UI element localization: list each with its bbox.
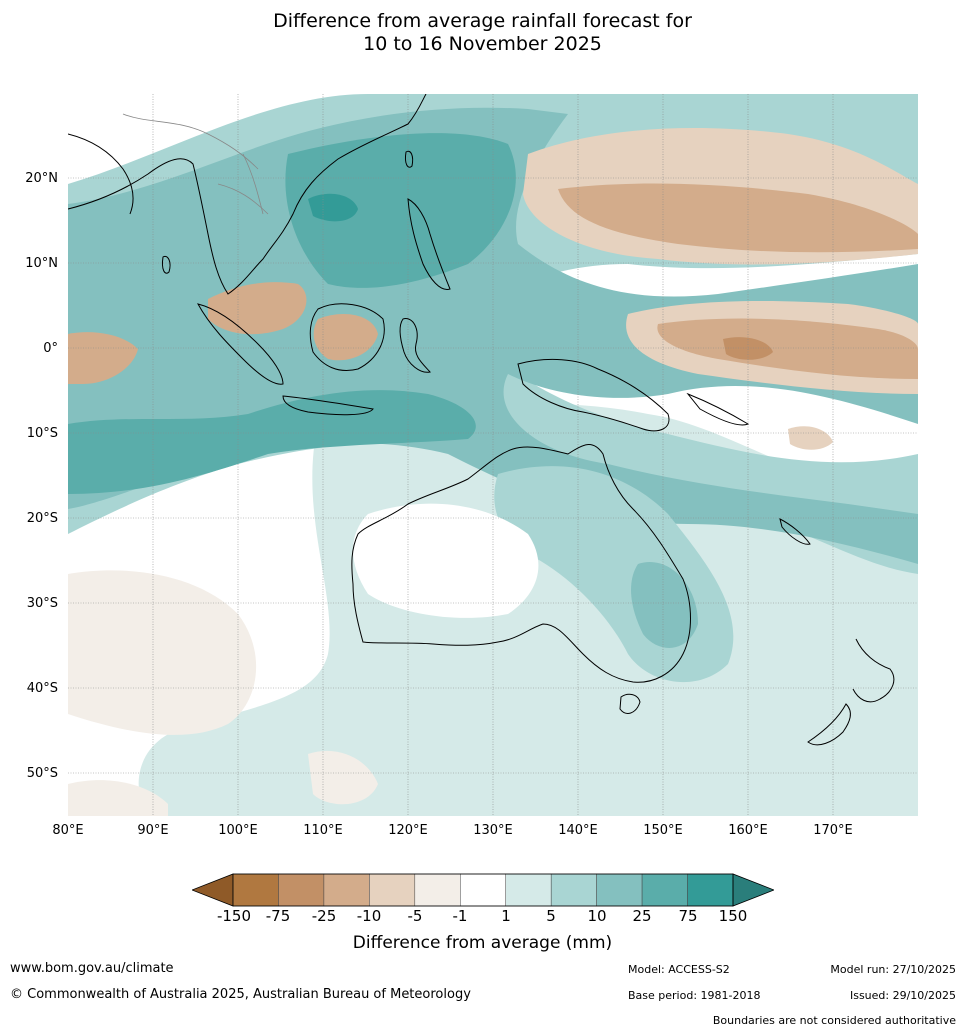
colorbar-segment: [278, 873, 325, 907]
colorbar-segment: [460, 873, 506, 907]
colorbar-tick: 25: [632, 907, 652, 925]
tropical-wet-core: [68, 107, 918, 564]
lon-label-120e: 120°E: [388, 823, 428, 838]
philippines-coastline: [407, 198, 451, 290]
colorbar-tick: -1: [452, 907, 468, 925]
colorbar-tick: 1: [501, 907, 511, 925]
new-zealand-north-coastline: [852, 638, 895, 703]
india-coastline: [68, 133, 134, 215]
copyright-notice: © Commonwealth of Australia 2025, Austra…: [10, 987, 471, 1002]
new-zealand-south-coastline: [807, 703, 851, 746]
solomon-islands-coastline: [686, 392, 750, 426]
rainfall-anomaly-map[interactable]: [68, 94, 918, 816]
sumatra-coastline: [197, 303, 284, 385]
colorbar-segment: [505, 873, 552, 907]
lon-label-140e: 140°E: [558, 823, 598, 838]
lat-label-20s: 20°S: [26, 511, 58, 526]
issued-date: Issued: 29/10/2025: [849, 989, 956, 1002]
western-australia-dry: [353, 503, 539, 618]
equatorial-pacific-dry-core: [657, 318, 918, 379]
southern-ocean-dry-patch-3: [308, 750, 378, 805]
colorbar-tick: -150: [216, 907, 252, 925]
colorbar-segment: [687, 873, 734, 907]
colorbar-extend-low: [190, 873, 234, 907]
colorbar-segment: [323, 873, 370, 907]
colorbar-tick: 75: [678, 907, 698, 925]
colorbar-segment: [641, 873, 688, 907]
tasmania-coastline: [619, 693, 641, 714]
lat-label-20n: 20°N: [25, 171, 58, 186]
new-guinea-coastline: [517, 358, 670, 432]
new-caledonia-coastline: [779, 518, 811, 545]
colorbar-tick: -5: [407, 907, 423, 925]
lon-label-80e: 80°E: [52, 823, 84, 838]
country-borders: [122, 113, 269, 215]
lon-label-130e: 130°E: [473, 823, 513, 838]
java-coastline: [282, 395, 374, 416]
southern-ocean-dry-patch-2: [68, 780, 168, 816]
lat-label-0: 0°: [43, 341, 58, 356]
southern-ocean-dry-patch: [68, 570, 257, 735]
lon-label-110e: 110°E: [303, 823, 343, 838]
base-period: Base period: 1981-2018: [628, 989, 761, 1002]
colorbar: [190, 873, 776, 911]
lon-label-100e: 100°E: [218, 823, 258, 838]
borneo-dry-patch: [313, 314, 378, 361]
lon-label-150e: 150°E: [643, 823, 683, 838]
colorbar-tick: 10: [587, 907, 607, 925]
title-line-2: 10 to 16 November 2025: [363, 33, 602, 55]
sulawesi-coastline: [399, 318, 431, 373]
colorbar-tick: -10: [356, 907, 382, 925]
lat-label-10n: 10°N: [25, 256, 58, 271]
graticule: [68, 94, 918, 816]
taiwan-coastline: [405, 150, 414, 168]
lon-label-90e: 90°E: [137, 823, 169, 838]
colorbar-tick: 5: [546, 907, 556, 925]
colorbar-tick: -25: [311, 907, 337, 925]
colorbar-extend-high: [732, 873, 776, 907]
sri-lanka-coastline: [162, 255, 171, 274]
chart-title: Difference from average rainfall forecas…: [0, 10, 965, 56]
lon-label-160e: 160°E: [728, 823, 768, 838]
lat-label-30s: 30°S: [26, 596, 58, 611]
model-name: Model: ACCESS-S2: [628, 963, 730, 976]
borneo-coastline: [309, 303, 385, 371]
lat-label-50s: 50°S: [26, 766, 58, 781]
coastlines: [68, 94, 895, 746]
title-line-1: Difference from average rainfall forecas…: [273, 10, 692, 32]
australia-coastline: [351, 444, 691, 683]
colorbar-segment: [369, 873, 416, 907]
coral-sea-dry-patch: [788, 426, 833, 450]
lon-label-170e: 170°E: [813, 823, 853, 838]
colorbar-segment: [232, 873, 279, 907]
asia-mainland-coastline: [68, 94, 427, 295]
eastern-australia-wet-core: [631, 562, 698, 648]
colorbar-title: Difference from average (mm): [352, 933, 613, 953]
website-link[interactable]: www.bom.gov.au/climate: [10, 961, 174, 976]
boundary-disclaimer: Boundaries are not considered authoritat…: [712, 1014, 956, 1027]
indian-ocean-dry-patch: [68, 332, 138, 384]
colorbar-tick: -75: [265, 907, 291, 925]
colorbar-segment: [596, 873, 643, 907]
colorbar-tick: 150: [718, 907, 748, 925]
lat-label-10s: 10°S: [26, 426, 58, 441]
tropical-wet-strong: [285, 133, 516, 288]
colorbar-segment: [550, 873, 597, 907]
colorbar-segment: [414, 873, 461, 907]
indian-ocean-wet-strong: [68, 390, 476, 494]
north-pacific-dry-core: [558, 183, 918, 253]
colorbar-outline: [232, 873, 734, 907]
lat-label-40s: 40°S: [26, 681, 58, 696]
south-china-sea-wet-peak: [308, 193, 358, 222]
model-run-date: Model run: 27/10/2025: [830, 963, 956, 976]
equatorial-pacific-dry-peak: [723, 337, 773, 360]
